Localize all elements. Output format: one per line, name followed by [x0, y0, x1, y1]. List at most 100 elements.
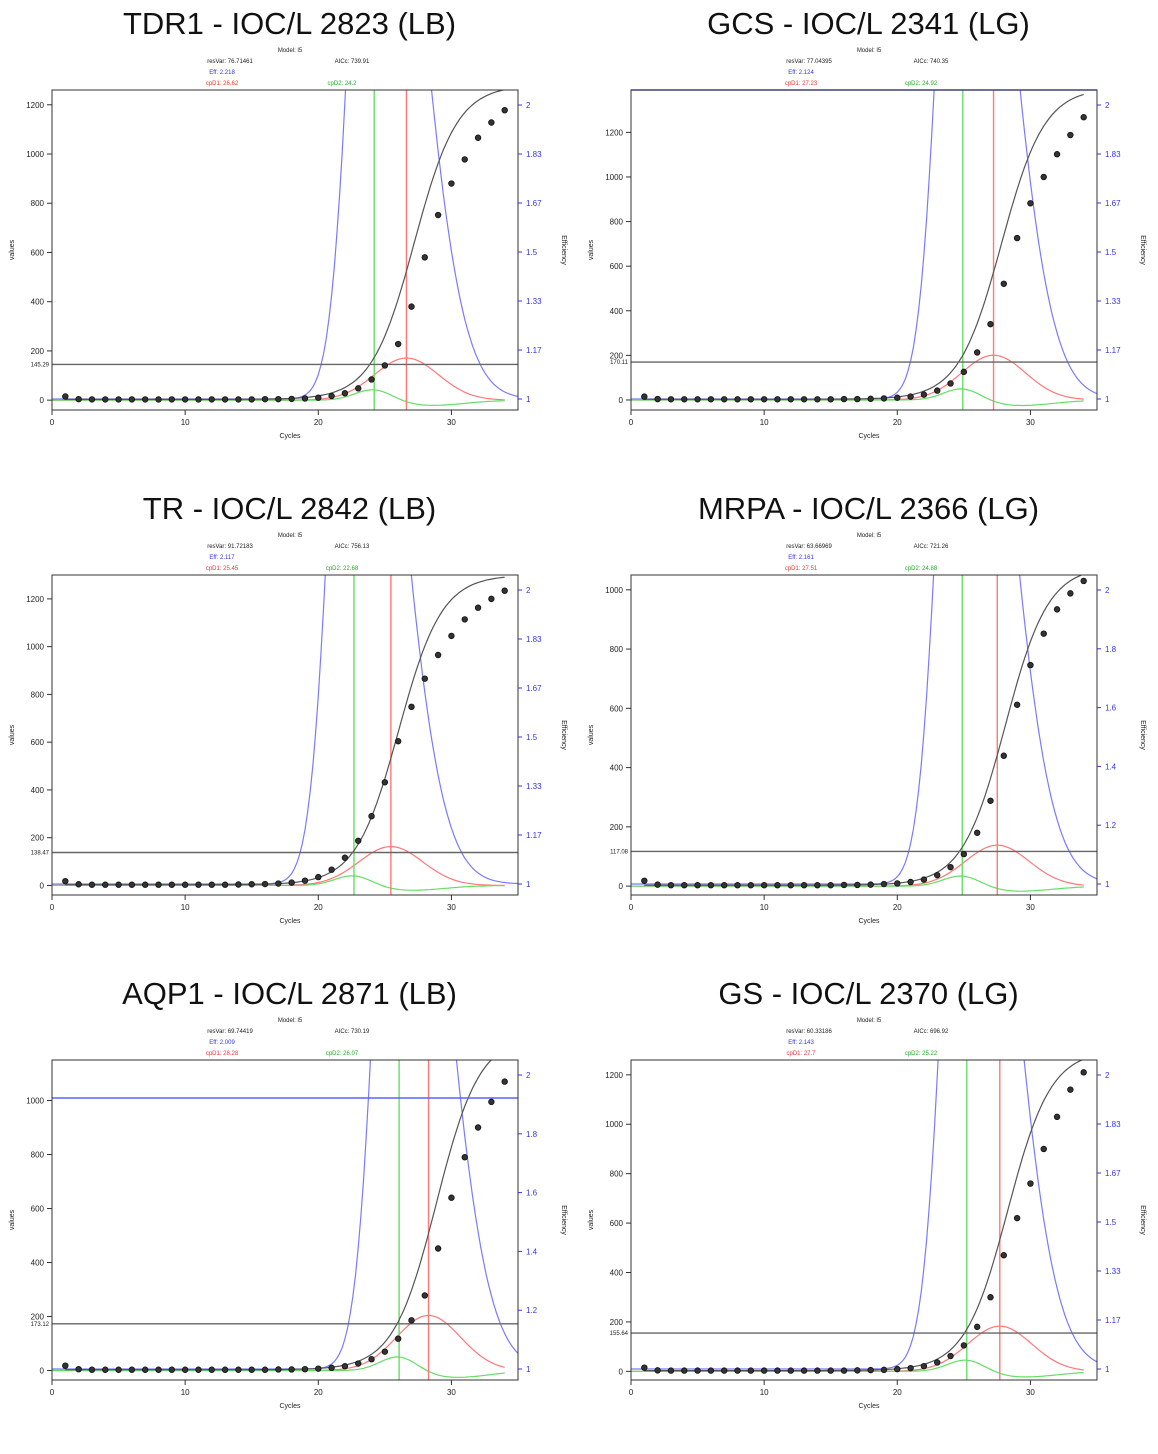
- data-point: [488, 1098, 495, 1106]
- y-tick-label: 0: [619, 396, 624, 405]
- panel-0: TDR1 - IOC/L 2823 (LB) Model: l5 resVar: …: [0, 0, 579, 484]
- x-axis-label: Cycles: [279, 918, 301, 925]
- efficiency-tick-label: 2: [1105, 586, 1110, 595]
- y-tick-label: 200: [610, 351, 624, 360]
- data-point: [667, 882, 675, 889]
- data-point: [62, 1362, 69, 1369]
- data-point: [907, 393, 914, 400]
- data-point: [1067, 131, 1074, 139]
- data-point: [787, 882, 794, 889]
- data-point: [434, 211, 442, 219]
- data-point: [168, 881, 176, 888]
- data-point: [448, 180, 455, 187]
- data-point: [1000, 1252, 1007, 1259]
- data-point: [275, 1366, 282, 1373]
- data-point: [894, 1365, 901, 1373]
- data-point: [1013, 234, 1021, 242]
- y-tick-label: 200: [610, 1318, 624, 1327]
- data-point: [1013, 701, 1021, 708]
- data-point: [987, 1294, 994, 1301]
- efficiency-tick-label: 2: [1105, 1071, 1110, 1080]
- data-point: [867, 395, 874, 403]
- data-point: [301, 395, 309, 402]
- data-point: [301, 1365, 309, 1373]
- panel-3: MRPA - IOC/L 2366 (LG) Model: l5 resVar: …: [579, 485, 1158, 969]
- data-point: [474, 1124, 482, 1131]
- efficiency-tick-label: 2: [1105, 101, 1110, 110]
- eff-label: Eff: 2.117: [209, 555, 235, 561]
- y-tick-label: 1000: [26, 150, 44, 159]
- resvar-label: resVar: 77.04395: [786, 59, 832, 65]
- efficiency-tick-label: 1: [526, 395, 531, 404]
- x-tick-label: 10: [181, 903, 190, 912]
- x-axis-label: Cycles: [858, 1403, 880, 1410]
- threshold-label: 138.47: [31, 850, 50, 856]
- data-point: [88, 881, 96, 888]
- data-point: [368, 812, 375, 820]
- y-tick-label: 0: [40, 881, 45, 890]
- chart-svg: Model: l5 resVar: 76.71461 AICc: 739.91 Eff…: [9, 48, 567, 440]
- y-tick-label: 1000: [605, 586, 623, 595]
- efficiency-tick-label: 1.67: [1105, 199, 1121, 208]
- panel-title: AQP1 - IOC/L 2871 (LB): [122, 976, 457, 1011]
- data-point: [894, 880, 901, 887]
- data-point: [168, 1366, 176, 1373]
- data-point: [328, 392, 335, 400]
- data-point: [315, 394, 322, 401]
- data-point: [501, 106, 508, 114]
- x-tick-label: 0: [629, 1388, 634, 1397]
- cpd2-label: cpD2: 24.92: [905, 81, 938, 87]
- model-label: Model: l5: [857, 48, 882, 54]
- data-point: [681, 396, 688, 403]
- data-point: [115, 396, 122, 403]
- efficiency-tick-label: 1: [1105, 880, 1110, 889]
- x-axis-label: Cycles: [279, 433, 301, 440]
- data-point: [195, 396, 202, 403]
- data-point: [720, 1367, 728, 1374]
- data-point: [368, 376, 375, 383]
- cpd1-label: cpD1: 25.45: [206, 566, 239, 572]
- model-label: Model: l5: [278, 48, 303, 54]
- eff-label: Eff: 2.218: [209, 70, 235, 76]
- efficiency-tick-label: 1.17: [526, 831, 542, 840]
- x-tick-label: 20: [314, 418, 323, 427]
- data-point: [667, 1367, 675, 1374]
- data-point: [707, 882, 715, 889]
- y-tick-label: 600: [610, 704, 624, 713]
- data-point: [421, 254, 428, 261]
- data-point: [248, 881, 255, 888]
- plot-frame: [51, 574, 519, 896]
- efficiency-tick-label: 1.17: [526, 346, 542, 355]
- aicc-label: AICc: 739.91: [335, 59, 370, 65]
- data-point: [1040, 630, 1047, 637]
- plot-frame: [630, 89, 1098, 411]
- data-point: [421, 1292, 428, 1299]
- data-point: [488, 119, 495, 126]
- y-tick-label: 400: [610, 307, 624, 316]
- y-tick-label: 800: [610, 1170, 624, 1179]
- data-point: [501, 587, 508, 594]
- cpd1-label: cpD1: 27.7: [786, 1051, 816, 1057]
- plot-area: [52, 90, 518, 410]
- data-point: [328, 866, 335, 873]
- data-point: [155, 1366, 162, 1373]
- chart-svg: Model: l5 resVar: 91.72183 AICc: 756.13 Eff…: [9, 533, 567, 925]
- data-point: [315, 873, 322, 881]
- efficiency-tick-label: 1.83: [1105, 1120, 1121, 1129]
- data-point: [408, 1317, 415, 1324]
- data-point: [128, 881, 136, 888]
- y-tick-label: 400: [31, 786, 45, 795]
- data-point: [960, 1342, 968, 1349]
- data-point: [907, 878, 914, 886]
- data-point: [434, 1245, 442, 1252]
- x-tick-label: 10: [760, 418, 769, 427]
- x-axis-label: Cycles: [279, 1403, 301, 1410]
- data-point: [894, 394, 901, 401]
- aicc-label: AICc: 721.26: [914, 544, 949, 550]
- y-tick-label: 600: [31, 248, 45, 257]
- data-point: [1067, 590, 1074, 597]
- data-point: [221, 396, 229, 403]
- data-point: [341, 390, 349, 397]
- efficiency-curve: [631, 575, 1097, 885]
- data-point: [368, 1356, 375, 1363]
